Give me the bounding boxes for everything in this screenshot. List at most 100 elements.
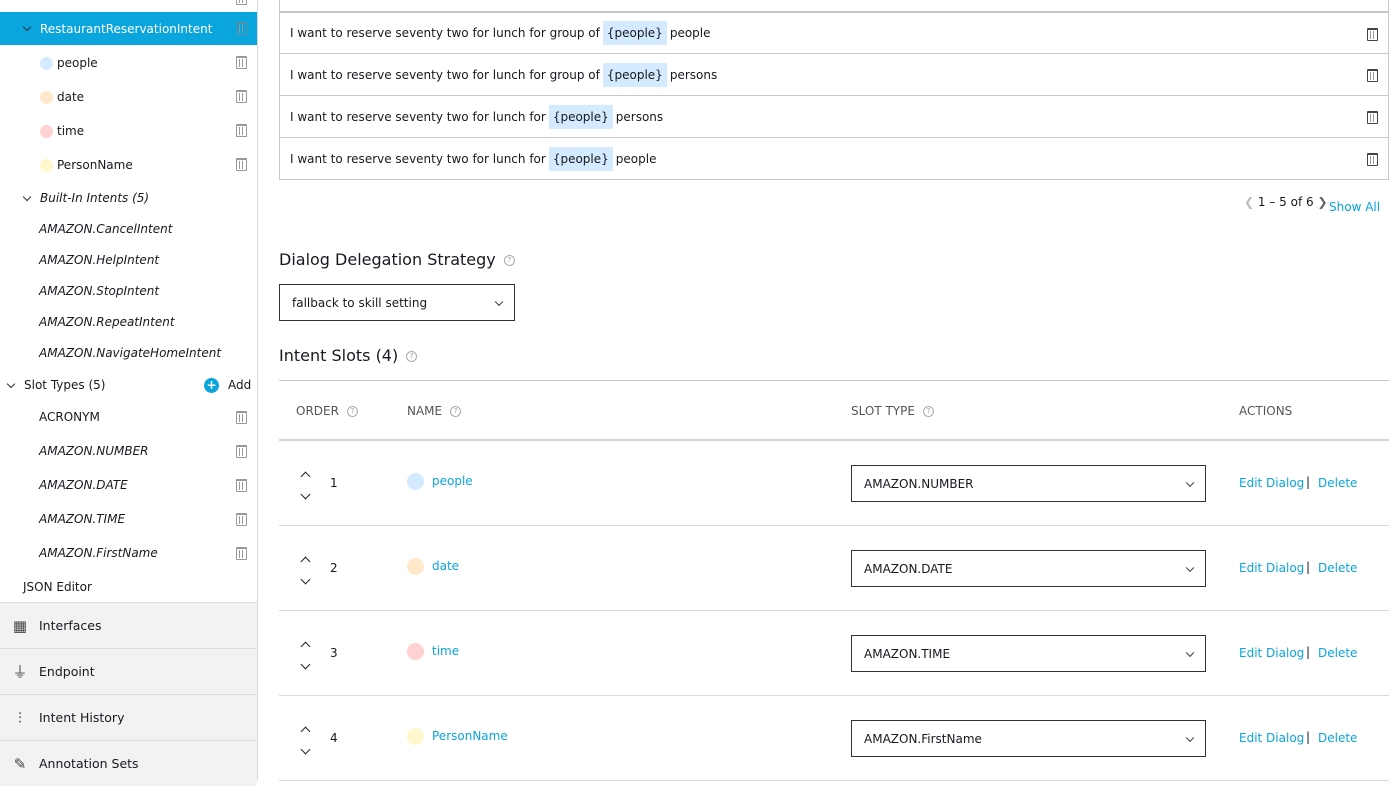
slot-type-select[interactable]: AMAZON.NUMBER xyxy=(851,465,1206,502)
slot-color-dot xyxy=(40,158,53,172)
nav-endpoint[interactable]: ⏚ Endpoint xyxy=(0,648,257,694)
slot-type-select[interactable]: AMAZON.TIME xyxy=(851,635,1206,672)
trash-icon[interactable] xyxy=(1367,111,1378,124)
help-icon[interactable]: ? xyxy=(406,351,418,362)
trash-icon[interactable] xyxy=(1367,69,1378,82)
slot-type-name: ACRONYM xyxy=(39,410,100,424)
dialog-delegation-title: Dialog Delegation Strategy? xyxy=(279,250,515,269)
slot-type-item[interactable]: AMAZON.NUMBER xyxy=(0,440,257,462)
builtin-intent-item[interactable]: AMAZON.HelpIntent xyxy=(0,249,257,271)
move-up-icon[interactable] xyxy=(300,641,311,652)
edit-dialog-link[interactable]: Edit Dialog xyxy=(1239,646,1305,660)
utterance-row[interactable]: I want to reserve seventy two for lunch … xyxy=(279,96,1389,138)
slot-token[interactable]: {people} xyxy=(602,62,667,87)
separator: | xyxy=(1306,645,1311,659)
trash-icon[interactable] xyxy=(236,124,247,137)
nav-interfaces[interactable]: ▦ Interfaces xyxy=(0,602,257,648)
slot-type-item[interactable]: AMAZON.DATE xyxy=(0,474,257,496)
select-value: AMAZON.FirstName xyxy=(864,731,982,746)
pagination: ❮ 1 – 5 of 6 ❯ xyxy=(1244,195,1328,209)
builtin-intent-item[interactable]: AMAZON.NavigateHomeIntent xyxy=(0,342,257,364)
trash-icon[interactable] xyxy=(1367,28,1378,41)
move-down-icon[interactable] xyxy=(300,489,311,500)
delete-link[interactable]: Delete xyxy=(1318,731,1358,745)
trash-icon[interactable] xyxy=(236,513,247,526)
move-down-icon[interactable] xyxy=(300,574,311,585)
trash-icon[interactable] xyxy=(236,547,247,560)
chevron-down-icon xyxy=(6,379,16,388)
slot-token[interactable]: {people} xyxy=(548,104,613,129)
trash-icon[interactable] xyxy=(236,445,247,458)
edit-dialog-link[interactable]: Edit Dialog xyxy=(1239,731,1305,745)
slot-name-link[interactable]: date xyxy=(432,559,460,573)
slot-type-name: AMAZON.FirstName xyxy=(39,546,158,560)
trash-icon[interactable] xyxy=(236,22,247,35)
nav-label: Intent History xyxy=(39,710,125,725)
delete-link[interactable]: Delete xyxy=(1318,646,1358,660)
utterance-row[interactable]: I want to reserve seventy two for lunch … xyxy=(279,138,1389,180)
slot-type-name: AMAZON.TIME xyxy=(39,512,126,526)
slot-order: 1 xyxy=(330,476,338,490)
help-icon[interactable]: ? xyxy=(503,255,515,266)
trash-icon[interactable] xyxy=(236,0,247,5)
slot-type-item[interactable]: AMAZON.TIME xyxy=(0,508,257,530)
utterance-row[interactable]: I want to reserve seventy two for lunch … xyxy=(279,54,1389,96)
show-all-link[interactable]: Show All xyxy=(1329,200,1381,214)
slot-type-select[interactable]: AMAZON.FirstName xyxy=(851,720,1206,757)
slot-type-item[interactable]: ACRONYM xyxy=(0,406,257,428)
sidebar-slot-item[interactable]: people xyxy=(0,51,257,75)
slot-row: 1 people AMAZON.NUMBER Edit Dialog | Del… xyxy=(279,441,1389,526)
add-slot-type-button[interactable]: Add xyxy=(228,378,252,392)
edit-dialog-link[interactable]: Edit Dialog xyxy=(1239,476,1305,490)
trash-icon[interactable] xyxy=(236,56,247,69)
slot-name-link[interactable]: PersonName xyxy=(432,729,508,743)
utterance-row[interactable]: I want to reserve seventy two for lunch … xyxy=(279,12,1389,54)
slot-name-link[interactable]: people xyxy=(432,474,473,488)
move-down-icon[interactable] xyxy=(300,744,311,755)
sidebar-slot-item[interactable]: time xyxy=(0,119,257,143)
help-icon[interactable]: ? xyxy=(450,406,462,417)
trash-icon[interactable] xyxy=(236,90,247,103)
slot-types-header[interactable]: Slot Types (5) + Add xyxy=(0,374,257,396)
slot-type-item[interactable]: AMAZON.FirstName xyxy=(0,542,257,564)
nav-intent-history[interactable]: ⫶ Intent History xyxy=(0,694,257,740)
help-icon[interactable]: ? xyxy=(346,406,358,417)
trash-icon[interactable] xyxy=(236,411,247,424)
slot-type-select[interactable]: AMAZON.DATE xyxy=(851,550,1206,587)
plus-icon[interactable]: + xyxy=(204,377,219,393)
sidebar-intent-selected[interactable]: RestaurantReservationIntent xyxy=(0,12,257,45)
help-icon[interactable]: ? xyxy=(922,406,934,417)
builtin-intents-header[interactable]: Built-In Intents (5) xyxy=(0,187,257,209)
builtin-intent-item[interactable]: AMAZON.CancelIntent xyxy=(0,218,257,240)
trash-icon[interactable] xyxy=(1367,153,1378,166)
next-page-icon[interactable]: ❯ xyxy=(1317,195,1328,209)
nav-label: Annotation Sets xyxy=(39,756,139,771)
slot-name-link[interactable]: time xyxy=(432,644,460,658)
json-editor-link[interactable]: JSON Editor xyxy=(0,576,257,598)
chevron-down-icon xyxy=(1185,478,1195,487)
move-up-icon[interactable] xyxy=(300,556,311,567)
utterance-text: persons xyxy=(615,109,664,124)
trash-icon[interactable] xyxy=(236,479,247,492)
select-value: AMAZON.DATE xyxy=(864,561,953,576)
delete-link[interactable]: Delete xyxy=(1318,561,1358,575)
slot-token[interactable]: {people} xyxy=(548,146,613,171)
dialog-delegation-select[interactable]: fallback to skill setting xyxy=(279,284,515,321)
move-up-icon[interactable] xyxy=(300,471,311,482)
move-down-icon[interactable] xyxy=(300,659,311,670)
builtin-intent-item[interactable]: AMAZON.StopIntent xyxy=(0,280,257,302)
delete-link[interactable]: Delete xyxy=(1318,476,1358,490)
trash-icon[interactable] xyxy=(236,158,247,171)
edit-dialog-link[interactable]: Edit Dialog xyxy=(1239,561,1305,575)
nav-annotation-sets[interactable]: ✎ Annotation Sets xyxy=(0,740,257,786)
prev-page-icon[interactable]: ❮ xyxy=(1244,195,1255,209)
chevron-down-icon xyxy=(1185,563,1195,572)
utterance-text: I want to reserve seventy two for lunch … xyxy=(290,26,600,40)
sidebar-slot-item[interactable]: date xyxy=(0,85,257,109)
builtin-intent-item[interactable]: AMAZON.RepeatIntent xyxy=(0,311,257,333)
intent-name: AMAZON.RepeatIntent xyxy=(39,315,175,329)
sidebar-slot-item[interactable]: PersonName xyxy=(0,153,257,177)
slot-token[interactable]: {people} xyxy=(602,21,667,45)
intent-name: AMAZON.CancelIntent xyxy=(39,222,173,236)
move-up-icon[interactable] xyxy=(300,726,311,737)
